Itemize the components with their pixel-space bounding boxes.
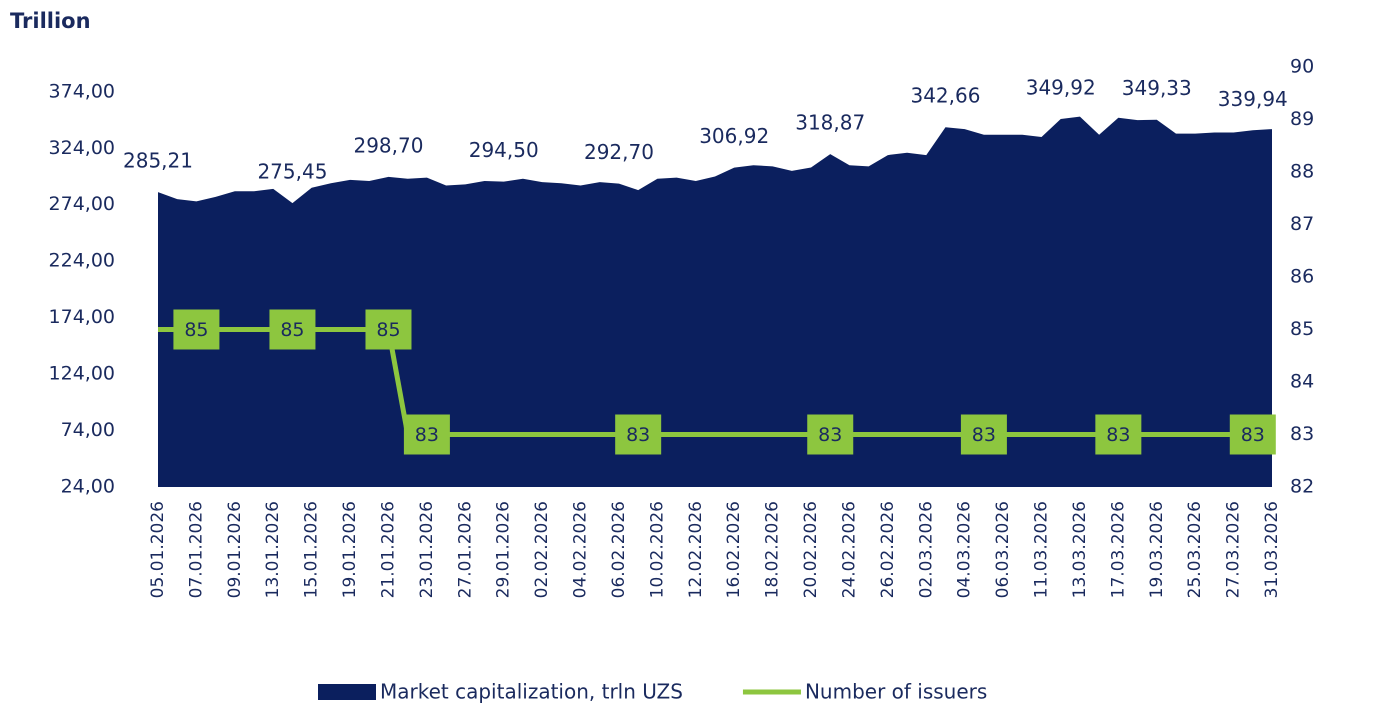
data-label: 298,70	[353, 133, 423, 157]
data-label: 83	[1241, 424, 1265, 446]
y-tick-label: 374,00	[49, 80, 115, 102]
y2-tick-label: 88	[1290, 161, 1314, 183]
x-tick-label: 29.01.2026	[494, 501, 514, 598]
y2-tick-label: 86	[1290, 266, 1314, 288]
x-tick-label: 05.01.2026	[148, 501, 168, 598]
marker	[807, 414, 854, 455]
x-tick-label: 06.02.2026	[609, 501, 629, 598]
y-tick-label: 74,00	[61, 419, 115, 441]
x-tick-label: 10.02.2026	[647, 501, 667, 598]
x-tick-label: 02.03.2026	[916, 501, 936, 598]
data-label: 83	[415, 424, 439, 446]
data-label: 85	[184, 319, 208, 341]
x-tick-label: 20.02.2026	[801, 501, 821, 598]
legend-item: Market capitalization, trln UZS	[318, 680, 683, 704]
data-label: 349,92	[1026, 76, 1096, 100]
x-tick-label: 06.03.2026	[993, 501, 1013, 598]
y2-tick-label: 90	[1290, 56, 1314, 78]
x-tick-label: 23.01.2026	[417, 501, 437, 598]
y-tick-label: 24,00	[61, 476, 115, 498]
y-tick-label: 174,00	[49, 306, 115, 328]
x-tick-label: 02.02.2026	[532, 501, 552, 598]
data-label: 83	[818, 424, 842, 446]
data-label: 83	[626, 424, 650, 446]
x-tick-label: 19.01.2026	[340, 501, 360, 598]
x-tick-label: 18.02.2026	[763, 501, 783, 598]
x-tick-label: 12.02.2026	[686, 501, 706, 598]
data-label: 83	[972, 424, 996, 446]
legend-swatch	[318, 684, 376, 700]
data-label: 285,21	[123, 149, 193, 173]
x-tick-label: 27.03.2026	[1224, 501, 1244, 598]
x-tick-label: 13.03.2026	[1070, 501, 1090, 598]
x-tick-label: 17.03.2026	[1108, 501, 1128, 598]
data-label: 292,70	[584, 140, 654, 164]
data-label: 318,87	[795, 111, 865, 135]
x-tick-label: 09.01.2026	[225, 501, 245, 598]
data-label: 275,45	[257, 160, 327, 184]
x-tick-label: 24.02.2026	[839, 501, 859, 598]
data-label: 294,50	[469, 138, 539, 162]
x-tick-label: 27.01.2026	[455, 501, 475, 598]
x-tick-label: 11.03.2026	[1032, 501, 1052, 598]
data-label: 339,94	[1218, 87, 1288, 111]
x-tick-label: 21.01.2026	[378, 501, 398, 598]
data-label: 306,92	[699, 124, 769, 148]
marker	[403, 414, 450, 455]
marker	[269, 309, 316, 350]
data-label: 349,33	[1122, 76, 1192, 100]
data-label: 85	[376, 319, 400, 341]
marker	[960, 414, 1007, 455]
x-tick-label: 19.03.2026	[1147, 501, 1167, 598]
area	[158, 116, 1272, 487]
marker	[615, 414, 662, 455]
y-tick-label: 324,00	[49, 137, 115, 159]
y-tick-label: 224,00	[49, 250, 115, 272]
y2-tick-label: 84	[1290, 371, 1314, 393]
y2-tick-label: 83	[1290, 423, 1314, 445]
x-tick-label: 15.01.2026	[302, 501, 322, 598]
x-tick-label: 25.03.2026	[1185, 501, 1205, 598]
data-label: 85	[280, 319, 304, 341]
marker	[1095, 414, 1142, 455]
x-tick-label: 31.03.2026	[1262, 501, 1282, 598]
y-tick-label: 274,00	[49, 193, 115, 215]
legend-label: Number of issuers	[805, 680, 987, 704]
line	[158, 327, 1272, 437]
data-label: 83	[1106, 424, 1130, 446]
x-tick-label: 07.01.2026	[186, 501, 206, 598]
marker	[173, 309, 220, 350]
x-tick-label: 16.02.2026	[724, 501, 744, 598]
x-tick-label: 04.02.2026	[571, 501, 591, 598]
x-tick-label: 13.01.2026	[263, 501, 283, 598]
data-label: 342,66	[910, 84, 980, 108]
legend-item: Number of issuers	[742, 680, 987, 704]
marker	[1229, 414, 1276, 455]
y-tick-label: 124,00	[49, 363, 115, 385]
y2-tick-label: 89	[1290, 108, 1314, 130]
y2-tick-label: 85	[1290, 318, 1314, 340]
y2-tick-label: 87	[1290, 213, 1314, 235]
x-tick-label: 26.02.2026	[878, 501, 898, 598]
x-tick-label: 04.03.2026	[955, 501, 975, 598]
axis-title: Trillion	[10, 9, 91, 33]
legend-label: Market capitalization, trln UZS	[380, 680, 683, 704]
y2-tick-label: 82	[1290, 476, 1314, 498]
marker	[365, 309, 412, 350]
